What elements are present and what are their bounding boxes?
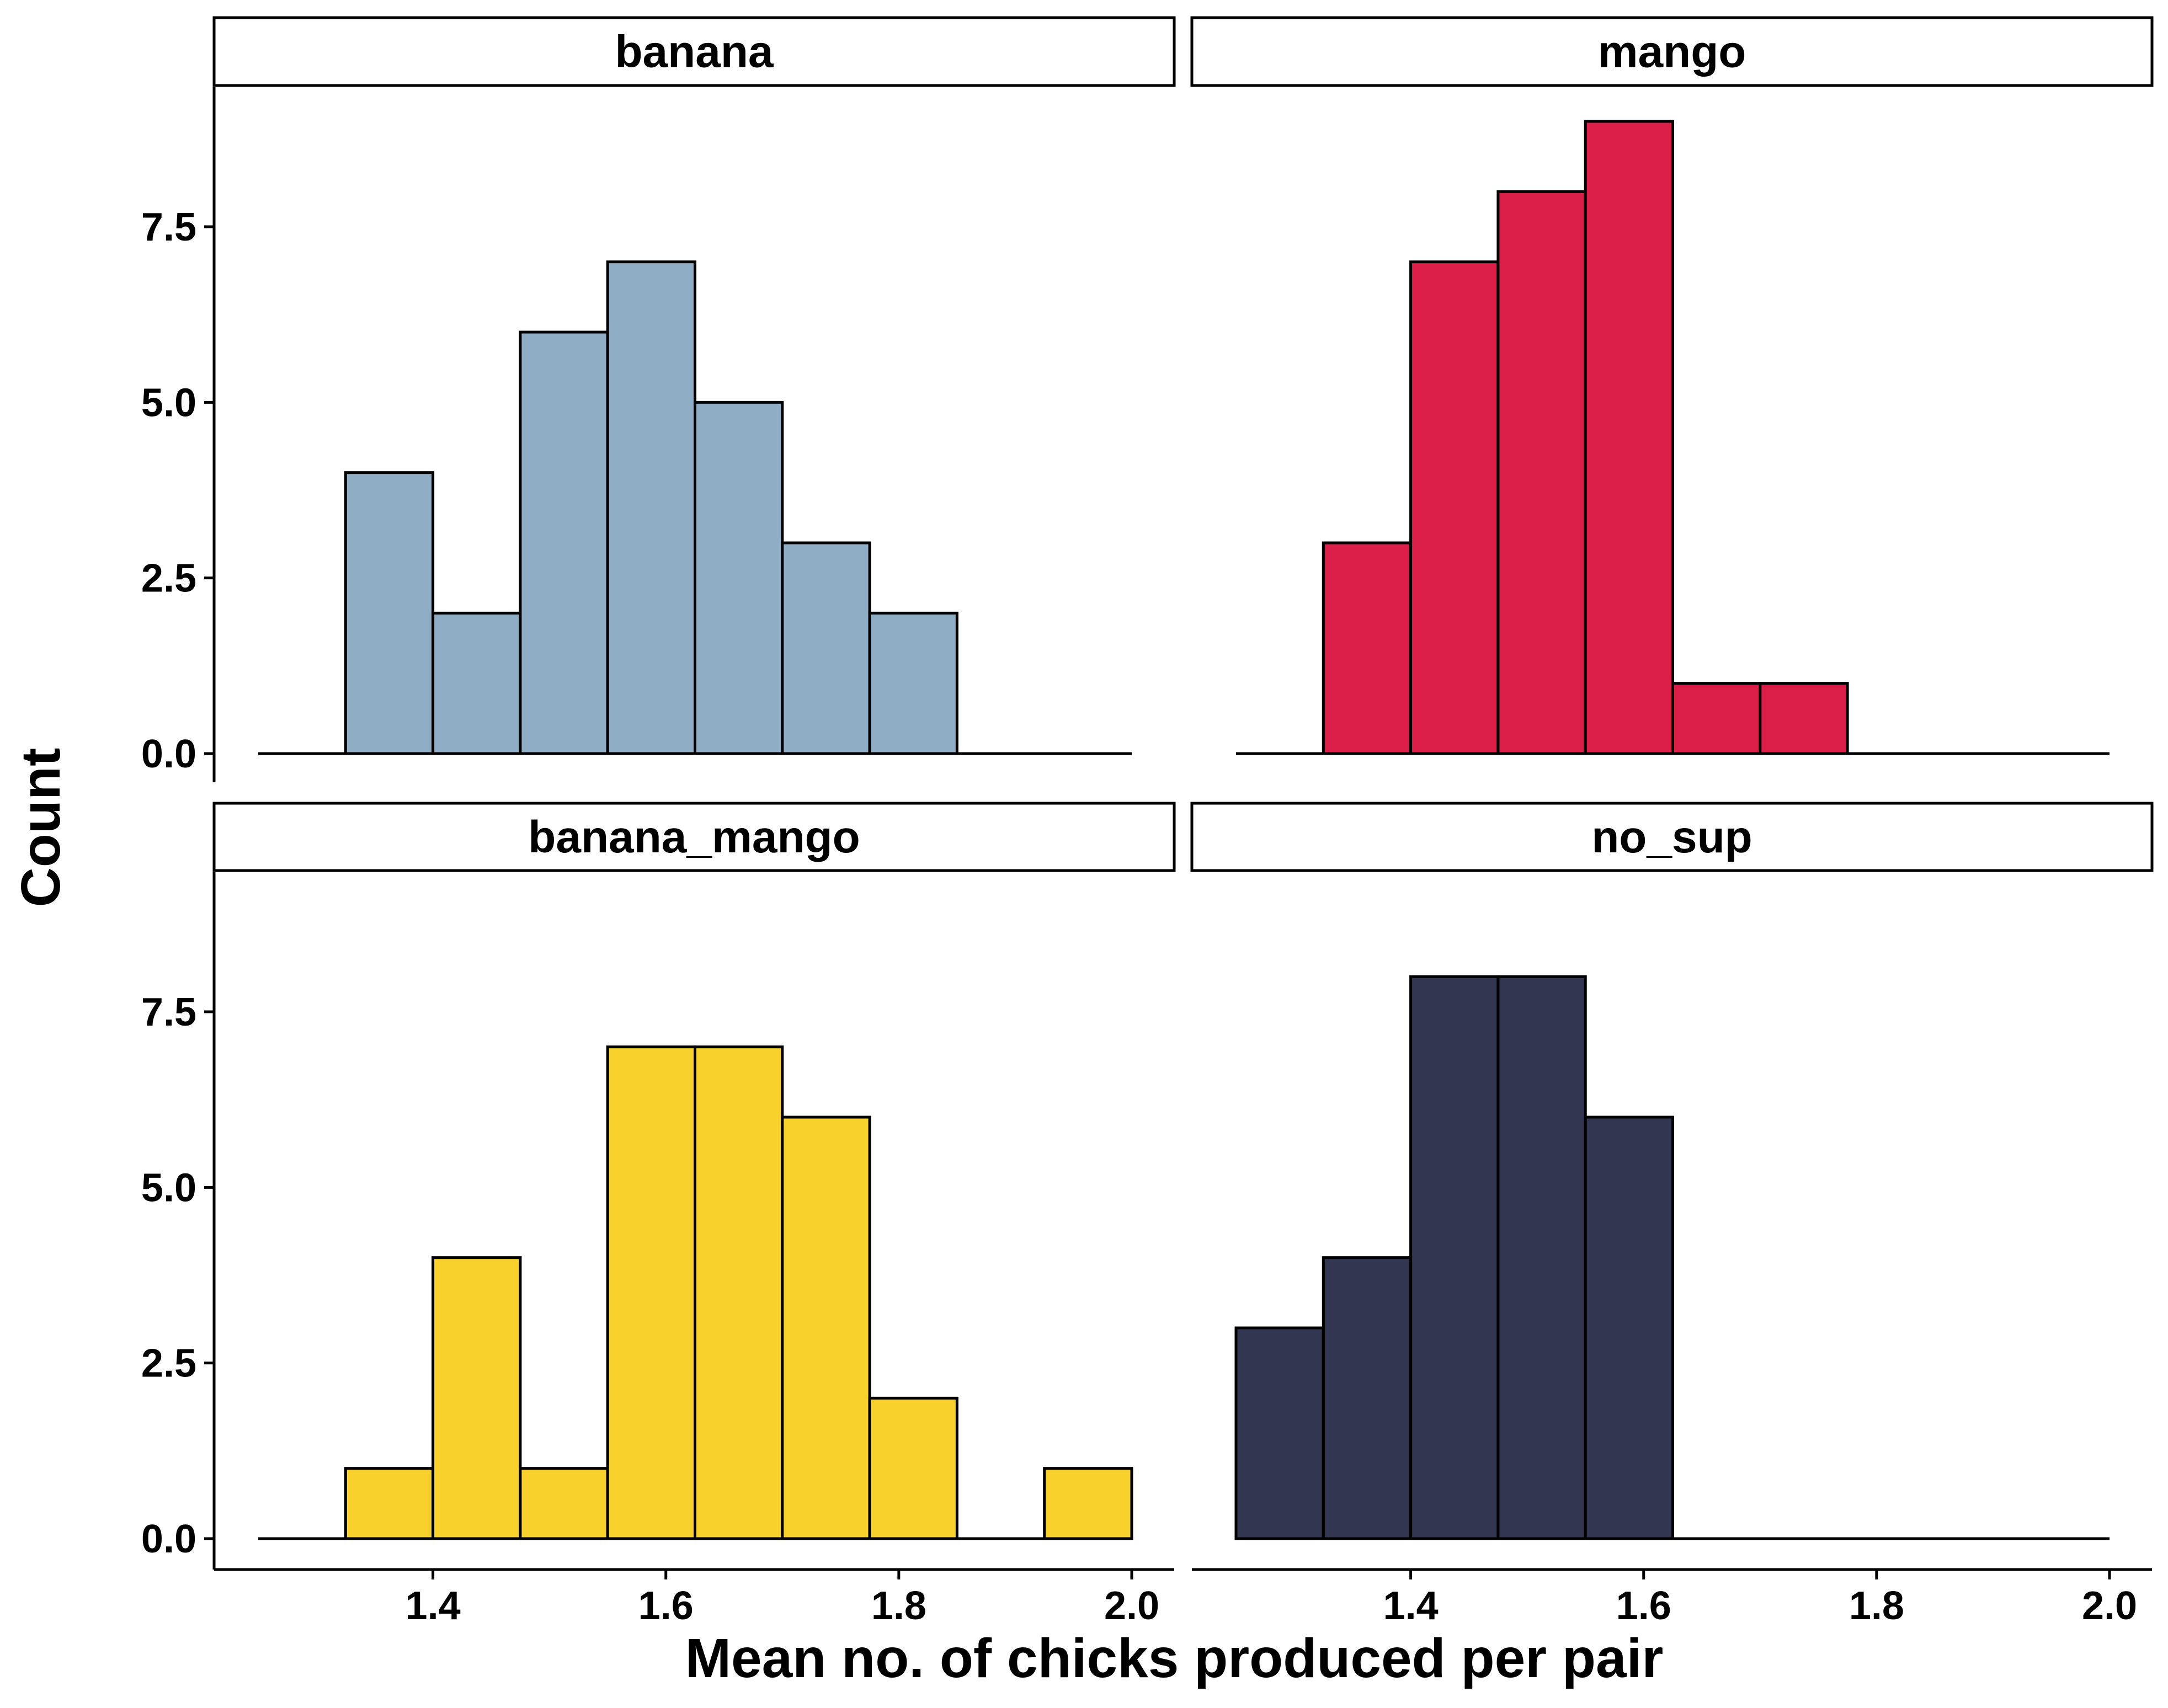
strip-label-mango: mango [1598,27,1746,77]
strip-label-banana_mango: banana_mango [528,812,860,862]
bar-mango-1 [1409,260,1500,755]
bar-banana-3 [606,260,696,755]
panel-mango: mango [1190,16,2154,755]
bar-no_sup-2 [1409,975,1500,1540]
bar-no_sup-3 [1496,975,1587,1540]
bar-banana_mango-5 [781,1115,871,1540]
bar-banana-6 [868,611,958,755]
bar-banana_mango-1 [432,1256,522,1540]
y-tick-label-banana-1: 2.5 [141,557,196,601]
x-tick-label-banana_mango-3: 2.0 [1104,1584,1159,1628]
bar-banana_mango-4 [694,1045,784,1540]
bar-banana_mango-0 [344,1467,435,1540]
bar-banana_mango-2 [519,1467,609,1540]
x-tick-label-no_sup-0: 1.4 [1383,1584,1439,1628]
strip-mango [1190,16,2154,87]
x-tick-label-banana_mango-2: 1.8 [871,1584,926,1628]
y-tick-label-banana_mango-1: 2.5 [141,1342,196,1386]
panel-banana: banana 0.0 2.5 5.0 7.5 [141,16,1176,782]
strip-banana_mango [212,802,1176,872]
strip-label-no_sup: no_sup [1591,812,1752,862]
x-tick-label-no_sup-3: 2.0 [2082,1584,2137,1628]
x-tick-label-banana_mango-1: 1.6 [638,1584,694,1628]
bar-banana-4 [694,401,784,755]
bar-banana_mango-3 [606,1045,696,1540]
bar-mango-5 [1759,682,1849,755]
bar-mango-0 [1322,541,1413,755]
y-tick-label-banana_mango-2: 5.0 [141,1166,196,1210]
x-axis-title: Mean no. of chicks produced per pair [685,1627,1664,1689]
strip-label-banana: banana [615,27,774,77]
y-axis-title: Count [10,748,72,908]
y-tick-label-banana_mango-0: 0.0 [141,1517,196,1561]
y-tick-label-banana-0: 0.0 [141,732,196,776]
bar-banana-0 [344,471,435,755]
bar-banana-5 [781,541,871,755]
panel-no_sup: no_sup 1.4 1.6 1.8 2.0 [1190,802,2154,1628]
bar-no_sup-4 [1584,1115,1674,1540]
bar-banana_mango-7 [1043,1467,1133,1540]
bar-no_sup-1 [1322,1256,1413,1540]
x-tick-label-banana_mango-0: 1.4 [406,1584,461,1628]
y-tick-label-banana-3: 7.5 [141,205,196,249]
y-tick-label-banana_mango-3: 7.5 [141,990,196,1034]
bar-mango-4 [1671,682,1762,755]
bar-banana_mango-6 [868,1396,958,1540]
bar-mango-3 [1584,120,1674,755]
bar-mango-2 [1496,190,1587,755]
panel-banana_mango: banana_mango 0.0 2.5 5.0 7.5 1.4 1.6 1.8 2.0 [141,802,1176,1628]
bar-banana-2 [519,330,609,755]
bar-banana-1 [432,611,522,755]
x-tick-label-no_sup-1: 1.6 [1616,1584,1671,1628]
x-tick-label-no_sup-2: 1.8 [1849,1584,1904,1628]
strip-banana [212,16,1176,87]
y-tick-label-banana-2: 5.0 [141,381,196,425]
bar-no_sup-0 [1234,1326,1325,1540]
strip-no_sup [1190,802,2154,872]
